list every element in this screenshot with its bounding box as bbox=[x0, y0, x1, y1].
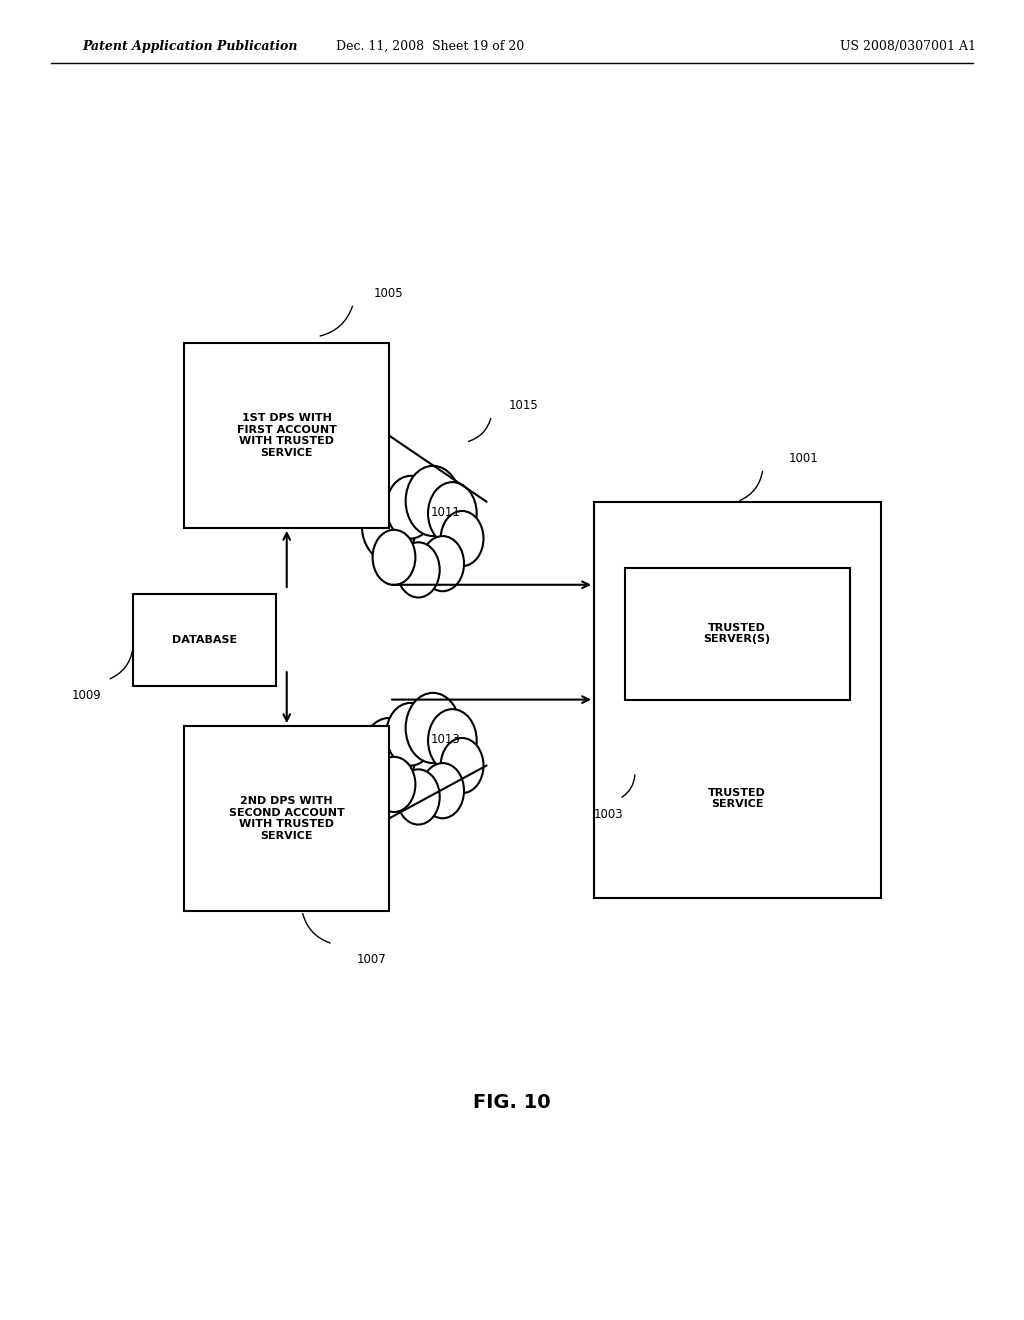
Text: 1ST DPS WITH
FIRST ACCOUNT
WITH TRUSTED
SERVICE: 1ST DPS WITH FIRST ACCOUNT WITH TRUSTED … bbox=[237, 413, 337, 458]
Circle shape bbox=[421, 536, 464, 591]
Text: FIG. 10: FIG. 10 bbox=[473, 1093, 551, 1111]
Circle shape bbox=[373, 529, 416, 585]
FancyBboxPatch shape bbox=[184, 726, 389, 911]
Text: Dec. 11, 2008  Sheet 19 of 20: Dec. 11, 2008 Sheet 19 of 20 bbox=[336, 40, 524, 53]
Circle shape bbox=[406, 693, 460, 763]
Text: 1007: 1007 bbox=[356, 953, 386, 966]
Text: 1011: 1011 bbox=[430, 506, 461, 519]
Text: TRUSTED
SERVICE: TRUSTED SERVICE bbox=[709, 788, 766, 809]
FancyBboxPatch shape bbox=[625, 568, 850, 700]
Circle shape bbox=[421, 763, 464, 818]
Text: 1009: 1009 bbox=[72, 689, 102, 702]
Text: 1013: 1013 bbox=[430, 733, 461, 746]
Text: Patent Application Publication: Patent Application Publication bbox=[82, 40, 297, 53]
Text: 1001: 1001 bbox=[788, 451, 818, 465]
Text: 2ND DPS WITH
SECOND ACCOUNT
WITH TRUSTED
SERVICE: 2ND DPS WITH SECOND ACCOUNT WITH TRUSTED… bbox=[228, 796, 345, 841]
Circle shape bbox=[397, 543, 439, 598]
Circle shape bbox=[440, 738, 483, 793]
Text: TRUSTED
SERVER(S): TRUSTED SERVER(S) bbox=[703, 623, 771, 644]
Circle shape bbox=[397, 770, 439, 825]
Circle shape bbox=[361, 718, 417, 788]
Circle shape bbox=[428, 482, 477, 545]
FancyBboxPatch shape bbox=[133, 594, 276, 686]
Text: DATABASE: DATABASE bbox=[172, 635, 238, 645]
Circle shape bbox=[406, 466, 460, 536]
FancyBboxPatch shape bbox=[594, 502, 881, 898]
Circle shape bbox=[428, 709, 477, 772]
Text: 1003: 1003 bbox=[594, 808, 623, 821]
Text: 1015: 1015 bbox=[509, 399, 539, 412]
Circle shape bbox=[386, 475, 435, 539]
Circle shape bbox=[440, 511, 483, 566]
Text: US 2008/0307001 A1: US 2008/0307001 A1 bbox=[840, 40, 976, 53]
Circle shape bbox=[361, 491, 417, 561]
Text: 1005: 1005 bbox=[374, 286, 403, 300]
Circle shape bbox=[386, 702, 435, 766]
FancyBboxPatch shape bbox=[184, 343, 389, 528]
Circle shape bbox=[373, 756, 416, 812]
